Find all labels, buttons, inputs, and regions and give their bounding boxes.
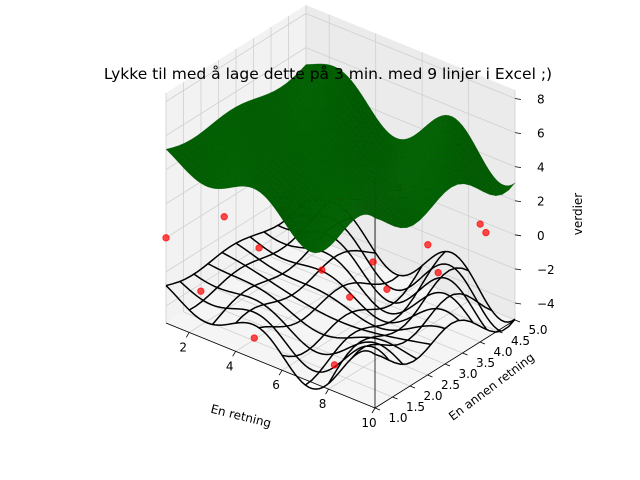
scatter-point bbox=[482, 228, 490, 237]
scatter-point bbox=[383, 285, 391, 293]
y-tick-label: 4.0 bbox=[493, 345, 512, 359]
plot-area bbox=[162, 63, 516, 390]
wireframe-row bbox=[221, 251, 432, 346]
wireframe-row bbox=[179, 280, 390, 373]
y-tick bbox=[392, 396, 398, 400]
x-tick bbox=[232, 351, 237, 357]
wireframe-column bbox=[258, 274, 400, 329]
y-tick bbox=[409, 385, 416, 389]
y-grid-floor bbox=[183, 311, 393, 398]
wireframe-row bbox=[249, 236, 460, 324]
wireframe-row bbox=[263, 231, 474, 324]
wireframe-column bbox=[327, 267, 469, 384]
x-tick bbox=[371, 407, 376, 414]
y-tick bbox=[514, 319, 521, 323]
z-tick-label: 0 bbox=[537, 229, 545, 243]
z-tick-label: 4 bbox=[537, 161, 545, 175]
y-tick bbox=[427, 374, 433, 378]
z-tick bbox=[514, 166, 522, 169]
z-tick-label: 8 bbox=[537, 93, 545, 107]
y-tick-label: 2.5 bbox=[441, 378, 460, 392]
chart-title: Lykke til med å lage dette på 3 min. med… bbox=[104, 65, 552, 83]
x-tick-label: 10 bbox=[361, 416, 376, 430]
tick-labels: 2 4 6 8 10 1.01.52.02.53.03.54.04.55.0 −4 −2 0 2 4… bbox=[179, 93, 554, 430]
z-tick bbox=[514, 200, 522, 203]
x-axis-line bbox=[165, 322, 376, 409]
wireframe-column bbox=[235, 249, 376, 324]
x-tick bbox=[278, 370, 283, 376]
scatter-point bbox=[434, 268, 442, 277]
scatter-point bbox=[318, 266, 326, 274]
y-tick-label: 3.5 bbox=[476, 356, 495, 370]
z-grid-left bbox=[165, 217, 307, 307]
z-tick bbox=[514, 268, 522, 271]
wireframe-column bbox=[165, 200, 307, 287]
wireframe-row bbox=[235, 242, 446, 331]
x-tick-label: 4 bbox=[226, 359, 234, 373]
z-tick bbox=[514, 302, 522, 305]
y-tick-label: 5.0 bbox=[528, 323, 547, 337]
z-tick-label: −4 bbox=[537, 297, 555, 311]
wireframe-row bbox=[193, 273, 404, 365]
scatter-point bbox=[424, 241, 432, 249]
scatter-point bbox=[255, 244, 263, 252]
y-tick-label: 1.0 bbox=[388, 411, 407, 425]
z-grid-left bbox=[165, 13, 307, 102]
scatter-point bbox=[220, 213, 228, 221]
y-tick bbox=[479, 341, 486, 345]
scatter-series bbox=[162, 183, 490, 369]
y-tick bbox=[462, 352, 468, 356]
z-tick bbox=[514, 132, 522, 134]
z-tick bbox=[514, 234, 522, 237]
y-tick-label: 3.0 bbox=[458, 367, 477, 381]
scatter-point bbox=[197, 287, 205, 295]
scatter-point bbox=[330, 361, 339, 369]
x-tick bbox=[185, 332, 190, 338]
y-tick-label: 4.5 bbox=[511, 334, 530, 348]
scatter-point bbox=[162, 234, 170, 242]
x-tick bbox=[325, 388, 329, 395]
wireframe-column bbox=[374, 318, 516, 365]
x-tick-label: 2 bbox=[179, 340, 187, 354]
z-tick bbox=[514, 98, 522, 100]
scatter-point bbox=[369, 258, 377, 266]
wireframe-column bbox=[281, 265, 423, 358]
y-tick bbox=[444, 363, 451, 367]
wireframe-column bbox=[304, 250, 446, 386]
y-tick-label: 2.0 bbox=[423, 389, 442, 403]
green-surface bbox=[165, 63, 516, 254]
x-tick-label: 8 bbox=[319, 397, 327, 411]
y-tick bbox=[374, 407, 381, 411]
surface-patch bbox=[299, 64, 310, 72]
scatter-point bbox=[476, 220, 484, 228]
y-grid-floor bbox=[218, 289, 428, 376]
z-tick-label: 2 bbox=[537, 195, 545, 209]
scatter-point bbox=[250, 334, 258, 342]
z-tick-label: 6 bbox=[537, 127, 545, 141]
z-axis-label: verdier bbox=[571, 193, 585, 236]
z-grid-back bbox=[305, 13, 516, 99]
scatter-point bbox=[346, 293, 354, 301]
wireframe-row bbox=[207, 263, 418, 360]
x-tick-label: 6 bbox=[272, 378, 280, 392]
y-tick-label: 1.5 bbox=[406, 400, 425, 414]
z-tick-label: −2 bbox=[537, 263, 555, 277]
z-grid-back bbox=[305, 47, 516, 133]
z-grid-left bbox=[165, 47, 307, 136]
wireframe-row bbox=[165, 285, 376, 390]
wireframe-column bbox=[351, 292, 493, 359]
